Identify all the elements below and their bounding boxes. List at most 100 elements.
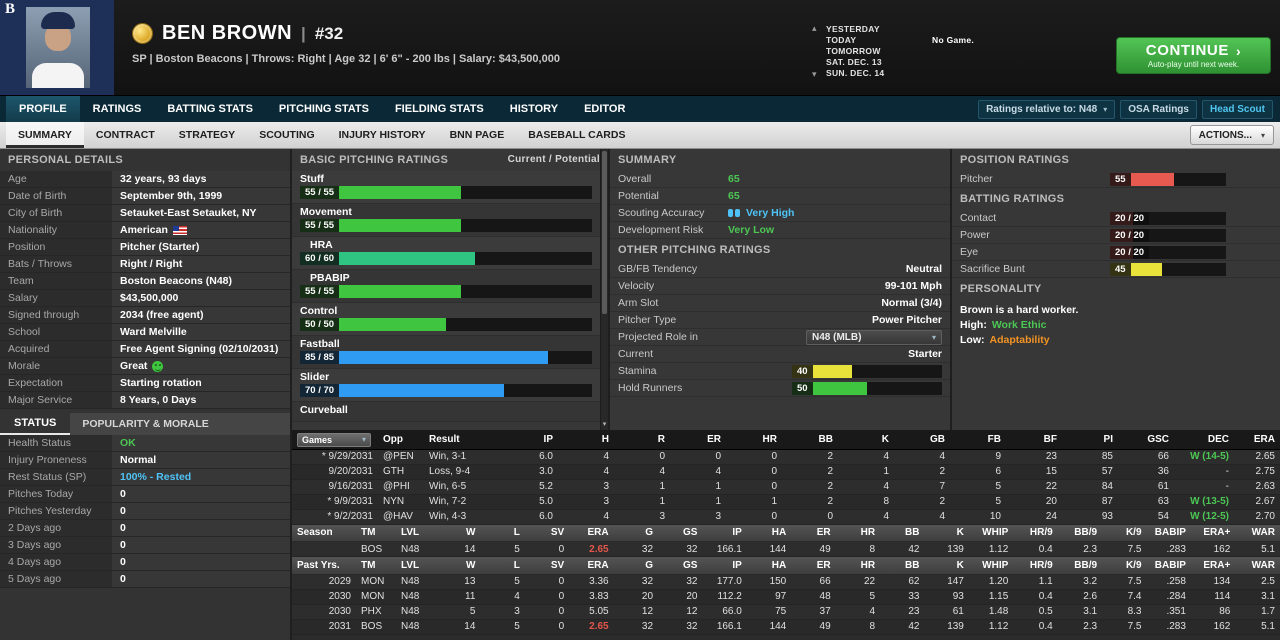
continue-button[interactable]: CONTINUE › Auto-play until next week. bbox=[1116, 37, 1271, 74]
column-header-lvl[interactable]: LVL bbox=[396, 524, 436, 542]
column-header-era[interactable]: ERA+ bbox=[1190, 557, 1236, 575]
schedule-row[interactable]: TOMORROW bbox=[826, 46, 974, 57]
column-header-k[interactable]: K bbox=[924, 524, 969, 542]
player-photo[interactable] bbox=[26, 7, 90, 88]
column-header-babip[interactable]: BABIP bbox=[1146, 557, 1191, 575]
column-header-era[interactable]: ERA bbox=[1234, 431, 1280, 450]
column-header-k[interactable]: K bbox=[838, 431, 894, 450]
schedule-row[interactable]: TODAY No Game. bbox=[826, 35, 974, 46]
table-row[interactable]: * 9/29/2031 @PEN Win, 3-1 6.0 4 0 0 0 2 4 4 9 23 85 66… bbox=[292, 449, 1280, 465]
column-header-era[interactable]: ERA bbox=[569, 557, 614, 575]
scroll-down-icon[interactable]: ▾ bbox=[602, 421, 607, 428]
games-filter-dropdown[interactable]: Games ▾ bbox=[297, 432, 371, 447]
table-row[interactable]: 2030 PHX N48 5 3 0 5.05 12 12 66.0 75 37 4 23 61 1.48 0.… bbox=[292, 604, 1280, 620]
column-header-er[interactable]: ER bbox=[670, 431, 726, 450]
table-row[interactable]: 9/20/2031 GTH Loss, 9-4 3.0 4 4 4 0 2 1 2 6 15 57 36-2… bbox=[292, 464, 1280, 480]
tab-ratings[interactable]: RATINGS bbox=[92, 103, 142, 115]
chevron-up-icon[interactable]: ▴ bbox=[812, 23, 817, 33]
column-header-bf[interactable]: BF bbox=[1006, 431, 1062, 450]
column-header-war[interactable]: WAR bbox=[1235, 524, 1280, 542]
column-header-w[interactable]: W bbox=[436, 557, 481, 575]
column-header-gs[interactable]: GS bbox=[658, 524, 703, 542]
team-logo-icon[interactable]: B bbox=[5, 1, 16, 17]
tab-history[interactable]: HISTORY bbox=[509, 103, 559, 115]
subtab-injury-history[interactable]: INJURY HISTORY bbox=[338, 129, 426, 141]
subtab-baseball-cards[interactable]: BASEBALL CARDS bbox=[528, 129, 626, 141]
table-row[interactable]: BOS N48 14 5 0 2.65 32 32 166.1 144 49 8 42 139 1.12 0.… bbox=[292, 541, 1280, 557]
column-header-k[interactable]: K bbox=[924, 557, 969, 575]
column-header-era[interactable]: ERA+ bbox=[1190, 524, 1236, 542]
schedule-row[interactable]: YESTERDAY bbox=[826, 24, 974, 35]
subtab-scouting[interactable]: SCOUTING bbox=[259, 129, 315, 141]
tab-profile[interactable]: PROFILE bbox=[6, 96, 80, 122]
ratings-relative-select[interactable]: Ratings relative to: N48 ▾ bbox=[978, 99, 1116, 119]
column-header-k-9[interactable]: K/9 bbox=[1102, 557, 1147, 575]
column-header-pi[interactable]: PI bbox=[1062, 431, 1118, 450]
subtab-contract[interactable]: CONTRACT bbox=[95, 129, 155, 141]
scrollbar-thumb[interactable] bbox=[602, 151, 607, 314]
column-header-ha[interactable]: HA bbox=[746, 557, 792, 575]
column-header-tm[interactable]: TM bbox=[356, 557, 396, 575]
column-header-hr[interactable]: HR bbox=[726, 431, 782, 450]
column-header-past-yrs[interactable]: Past Yrs. bbox=[292, 557, 356, 575]
column-header-tm[interactable]: TM bbox=[356, 524, 396, 542]
subtab-bnn-page[interactable]: BNN PAGE bbox=[449, 129, 505, 141]
table-row[interactable]: 2029 MON N48 13 5 0 3.36 32 32 177.0 150 66 22 62 147 1… bbox=[292, 574, 1280, 590]
column-header-h[interactable]: H bbox=[558, 431, 614, 450]
subtab-summary[interactable]: SUMMARY bbox=[6, 122, 84, 148]
column-header-season[interactable]: Season bbox=[292, 524, 356, 542]
tab-status[interactable]: STATUS bbox=[0, 413, 71, 435]
tab-editor[interactable]: EDITOR bbox=[584, 103, 626, 115]
column-header-hr-9[interactable]: HR/9 bbox=[1013, 524, 1058, 542]
column-header-ip[interactable]: IP bbox=[502, 431, 558, 450]
table-row[interactable]: * 9/2/2031 @HAV Win, 4-3 6.0 4 3 3 0 0 4 4 10 24 93 54… bbox=[292, 509, 1280, 525]
column-header-l[interactable]: L bbox=[480, 524, 525, 542]
column-header-hr[interactable]: HR bbox=[835, 557, 881, 575]
column-header-gb[interactable]: GB bbox=[894, 431, 950, 450]
column-header-hr-9[interactable]: HR/9 bbox=[1013, 557, 1058, 575]
column-header-gs[interactable]: GS bbox=[658, 557, 703, 575]
column-header-babip[interactable]: BABIP bbox=[1146, 524, 1191, 542]
column-header-bb-9[interactable]: BB/9 bbox=[1057, 524, 1103, 542]
column-header-g[interactable]: G bbox=[613, 557, 659, 575]
column-header-l[interactable]: L bbox=[480, 557, 525, 575]
column-header-bb-9[interactable]: BB/9 bbox=[1057, 557, 1103, 575]
column-header-bb[interactable]: BB bbox=[880, 557, 925, 575]
column-header-sv[interactable]: SV bbox=[524, 524, 570, 542]
column-header-opp[interactable]: Opp bbox=[378, 431, 424, 450]
subtab-strategy[interactable]: STRATEGY bbox=[178, 129, 236, 141]
column-header-sv[interactable]: SV bbox=[524, 557, 570, 575]
tab-popularity-morale[interactable]: POPULARITY & MORALE bbox=[70, 413, 290, 435]
actions-button[interactable]: ACTIONS... ▾ bbox=[1189, 125, 1274, 145]
column-header-er[interactable]: ER bbox=[791, 557, 836, 575]
column-header-result[interactable]: Result bbox=[424, 431, 502, 450]
column-header-whip[interactable]: WHIP bbox=[968, 524, 1014, 542]
tab-batting-stats[interactable]: BATTING STATS bbox=[167, 103, 253, 115]
schedule-row[interactable]: SUN. DEC. 14 bbox=[826, 68, 974, 79]
column-header-bb[interactable]: BB bbox=[880, 524, 925, 542]
table-row[interactable]: 9/16/2031 @PHI Win, 6-5 5.2 3 1 1 0 2 4 7 5 22 84 61-2… bbox=[292, 479, 1280, 495]
column-header-era[interactable]: ERA bbox=[569, 524, 614, 542]
column-header-ip[interactable]: IP bbox=[702, 524, 747, 542]
column-header-er[interactable]: ER bbox=[791, 524, 836, 542]
chevron-down-icon[interactable]: ▾ bbox=[812, 69, 817, 79]
column-header-hr[interactable]: HR bbox=[835, 524, 881, 542]
tab-pitching-stats[interactable]: PITCHING STATS bbox=[278, 103, 369, 115]
projected-role-select[interactable]: N48 (MLB) ▾ bbox=[806, 329, 942, 345]
table-row[interactable]: 2031 BOS N48 14 5 0 2.65 32 32 166.1 144 49 8 42 139 1.… bbox=[292, 619, 1280, 635]
column-header-fb[interactable]: FB bbox=[950, 431, 1006, 450]
scrollbar[interactable]: ▾ bbox=[600, 149, 608, 430]
column-header-g[interactable]: G bbox=[613, 524, 659, 542]
column-header-r[interactable]: R bbox=[614, 431, 670, 450]
column-header-ip[interactable]: IP bbox=[702, 557, 747, 575]
column-header-gsc[interactable]: GSC bbox=[1118, 431, 1174, 450]
column-header-w[interactable]: W bbox=[436, 524, 481, 542]
column-header-war[interactable]: WAR bbox=[1235, 557, 1280, 575]
tab-fielding-stats[interactable]: FIELDING STATS bbox=[394, 103, 484, 115]
table-row[interactable]: * 9/9/2031 NYN Win, 7-2 5.0 3 1 1 1 2 8 2 5 20 87 63 W … bbox=[292, 494, 1280, 510]
table-row[interactable]: 2030 MON N48 11 4 0 3.83 20 20 112.2 97 48 5 33 93 1.15… bbox=[292, 589, 1280, 605]
column-header-ha[interactable]: HA bbox=[746, 524, 792, 542]
column-header-k-9[interactable]: K/9 bbox=[1102, 524, 1147, 542]
column-header-whip[interactable]: WHIP bbox=[968, 557, 1014, 575]
head-scout-button[interactable]: Head Scout bbox=[1201, 99, 1273, 119]
